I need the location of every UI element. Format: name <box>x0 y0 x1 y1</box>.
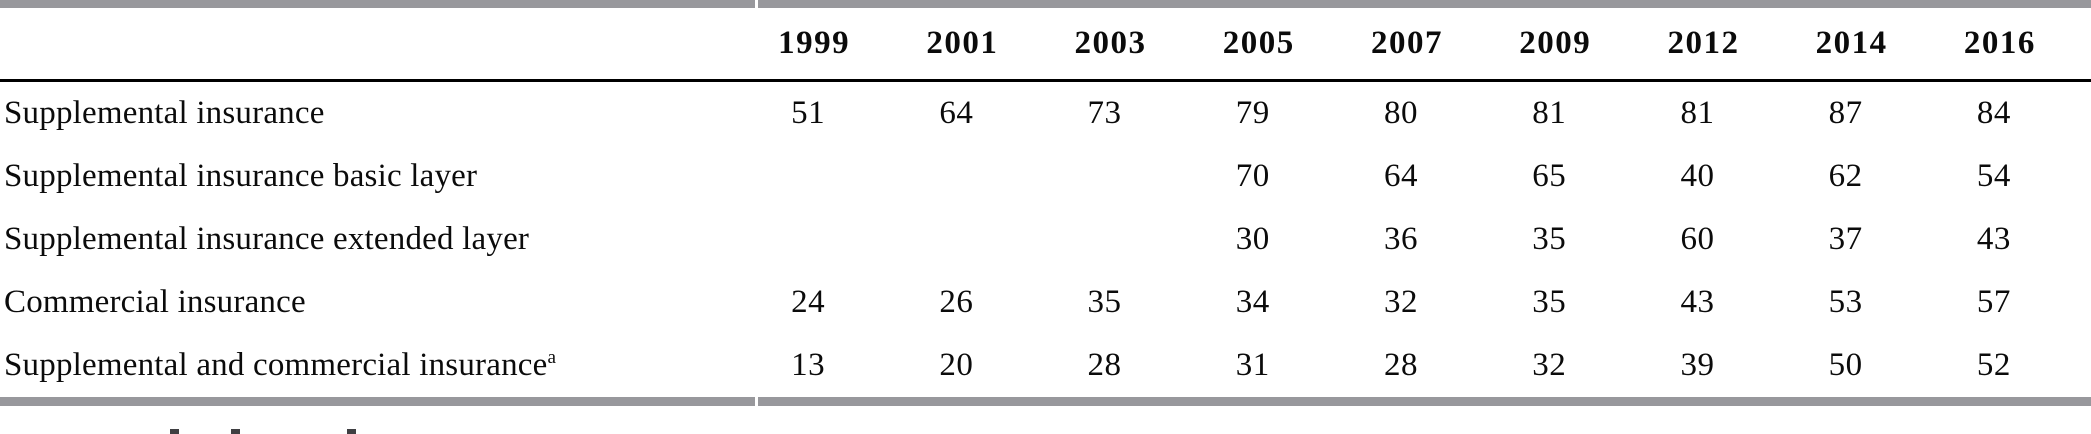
top-bar-right-segment <box>758 0 2091 8</box>
row-label: Supplemental insurance <box>4 95 325 131</box>
cell-value: 28 <box>1383 347 1418 383</box>
cell-value: 35 <box>1087 284 1122 320</box>
cell-value: 24 <box>791 284 826 320</box>
bottom-bar-left-segment <box>0 397 755 406</box>
table-row: Supplemental insurance extended layer 30 3… <box>0 208 2091 271</box>
column-header-2009: 2009 <box>1519 25 1592 61</box>
cell-value: 32 <box>1532 347 1567 383</box>
cell-value: 26 <box>939 284 974 320</box>
table-row: Commercial insurance 24 26 35 34 32 35 43 53 57 <box>0 271 2091 334</box>
column-header-2016: 2016 <box>1963 25 2036 61</box>
column-header-2012: 2012 <box>1667 25 1740 61</box>
column-header-2007: 2007 <box>1370 25 1443 61</box>
cell-value: 43 <box>1680 284 1715 320</box>
column-header-2001: 2001 <box>926 25 999 61</box>
cell-value: 39 <box>1680 347 1715 383</box>
cell-value: 70 <box>1235 158 1270 194</box>
cell-value: 37 <box>1828 221 1863 257</box>
cell-value: 80 <box>1383 95 1418 131</box>
cell-value: 53 <box>1828 284 1863 320</box>
cell-value: 36 <box>1383 221 1418 257</box>
header-rule <box>0 79 2091 82</box>
cell-value: 40 <box>1680 158 1715 194</box>
cell-value: 30 <box>1235 221 1270 257</box>
letter-ascender-fragment <box>170 429 179 434</box>
cropped-footnote-line <box>0 428 2091 434</box>
cell-value: 50 <box>1828 347 1863 383</box>
cell-value: 43 <box>1976 221 2011 257</box>
footnote-marker: a <box>547 347 556 368</box>
bottom-bar-right-segment <box>758 397 2091 406</box>
column-header-2005: 2005 <box>1222 25 1295 61</box>
header-row: 1999 2001 2003 2005 2007 2009 2012 2014 2016 <box>0 8 2091 79</box>
cell-value: 62 <box>1828 158 1863 194</box>
cell-value: 81 <box>1532 95 1567 131</box>
column-header-2003: 2003 <box>1074 25 1147 61</box>
column-header-2014: 2014 <box>1815 25 1888 61</box>
row-label: Supplemental insurance extended layer <box>4 221 530 257</box>
bottom-border-bar <box>0 397 2091 406</box>
row-label: Supplemental insurance basic layer <box>4 158 478 194</box>
cell-value: 57 <box>1976 284 2011 320</box>
table-row: Supplemental and commercial insurancea 13… <box>0 334 2091 397</box>
table-row: Supplemental insurance basic layer 70 64 65… <box>0 145 2091 208</box>
cell-value: 13 <box>791 347 826 383</box>
cell-value: 51 <box>791 95 826 131</box>
cell-value: 84 <box>1976 95 2011 131</box>
cell-value: 64 <box>939 95 974 131</box>
cell-value: 34 <box>1235 284 1270 320</box>
row-label: Commercial insurance <box>4 284 306 320</box>
letter-ascender-fragment <box>231 429 240 434</box>
cell-value: 81 <box>1680 95 1715 131</box>
cell-value: 31 <box>1235 347 1270 383</box>
cell-value: 32 <box>1383 284 1418 320</box>
table-row: Supplemental insurance 51 64 73 79 80 81 81 87 84 <box>0 82 2091 145</box>
row-label: Supplemental and commercial insurancea <box>4 347 556 383</box>
cell-value: 87 <box>1828 95 1863 131</box>
cell-value: 35 <box>1532 284 1567 320</box>
cell-value: 64 <box>1383 158 1418 194</box>
cell-value: 65 <box>1532 158 1567 194</box>
cell-value: 73 <box>1087 95 1122 131</box>
cell-value: 35 <box>1532 221 1567 257</box>
top-border-bar <box>0 0 2091 8</box>
cell-value: 54 <box>1976 158 2011 194</box>
table-body: Supplemental insurance 51 64 73 79 80 81 81 87 84… <box>0 82 2091 397</box>
cell-value: 79 <box>1235 95 1270 131</box>
cell-value: 60 <box>1680 221 1715 257</box>
cell-value: 20 <box>939 347 974 383</box>
cell-value: 28 <box>1087 347 1122 383</box>
letter-ascender-fragment <box>347 429 356 434</box>
cell-value: 52 <box>1976 347 2011 383</box>
column-header-1999: 1999 <box>778 25 851 61</box>
top-bar-left-segment <box>0 0 755 8</box>
